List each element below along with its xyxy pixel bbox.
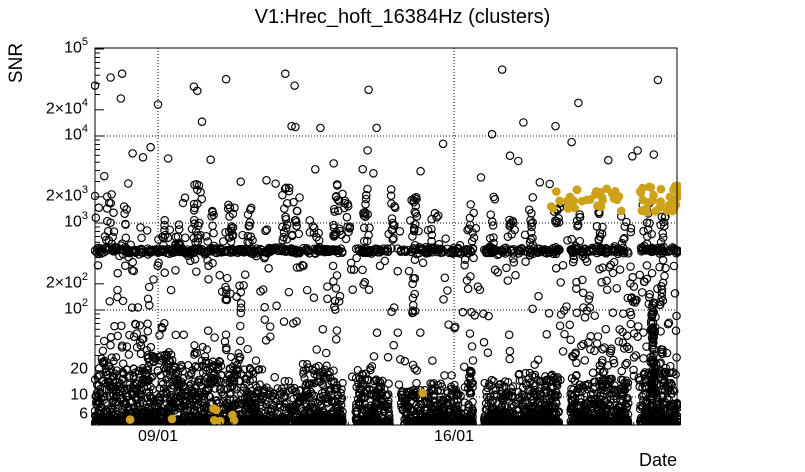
y-tick-label: 105 <box>64 36 88 57</box>
data-points <box>91 65 681 426</box>
y-tick-label: 6 <box>79 405 88 423</box>
y-tick-label: 102 <box>64 297 88 318</box>
y-tick-label: 2×103 <box>45 184 88 205</box>
axes-frame <box>94 47 678 426</box>
y-tick-label: 104 <box>64 123 88 144</box>
y-tick-label: 2×102 <box>45 271 88 292</box>
y-tick-label: 20 <box>70 360 88 378</box>
y-tick-label: 103 <box>64 210 88 231</box>
y-tick-label: 10 <box>70 386 88 404</box>
x-tick-label: 16/01 <box>433 428 475 445</box>
x-tick-label: 09/01 <box>137 428 179 445</box>
black-cluster-points <box>91 65 681 426</box>
chart-title: V1:Hrec_hoft_16384Hz (clusters) <box>254 6 551 28</box>
x-axis-label: Date <box>638 450 677 470</box>
y-tick-label: 2×104 <box>45 97 88 118</box>
